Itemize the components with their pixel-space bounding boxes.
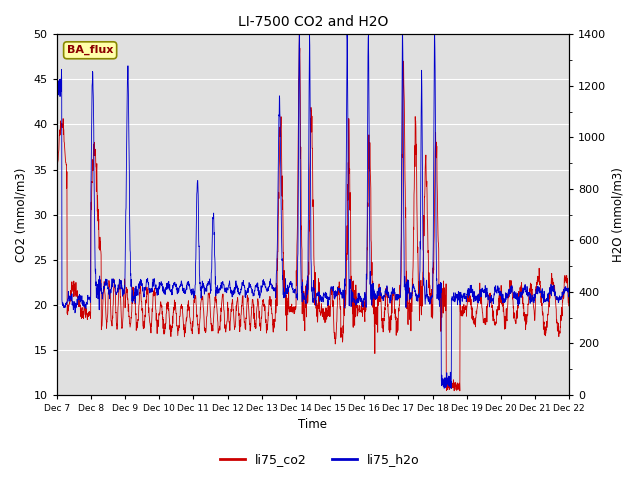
Y-axis label: H2O (mmol/m3): H2O (mmol/m3) [612, 167, 625, 262]
Legend: li75_co2, li75_h2o: li75_co2, li75_h2o [215, 448, 425, 471]
Text: BA_flux: BA_flux [67, 45, 113, 55]
X-axis label: Time: Time [298, 419, 328, 432]
Y-axis label: CO2 (mmol/m3): CO2 (mmol/m3) [15, 168, 28, 262]
Title: LI-7500 CO2 and H2O: LI-7500 CO2 and H2O [238, 15, 388, 29]
